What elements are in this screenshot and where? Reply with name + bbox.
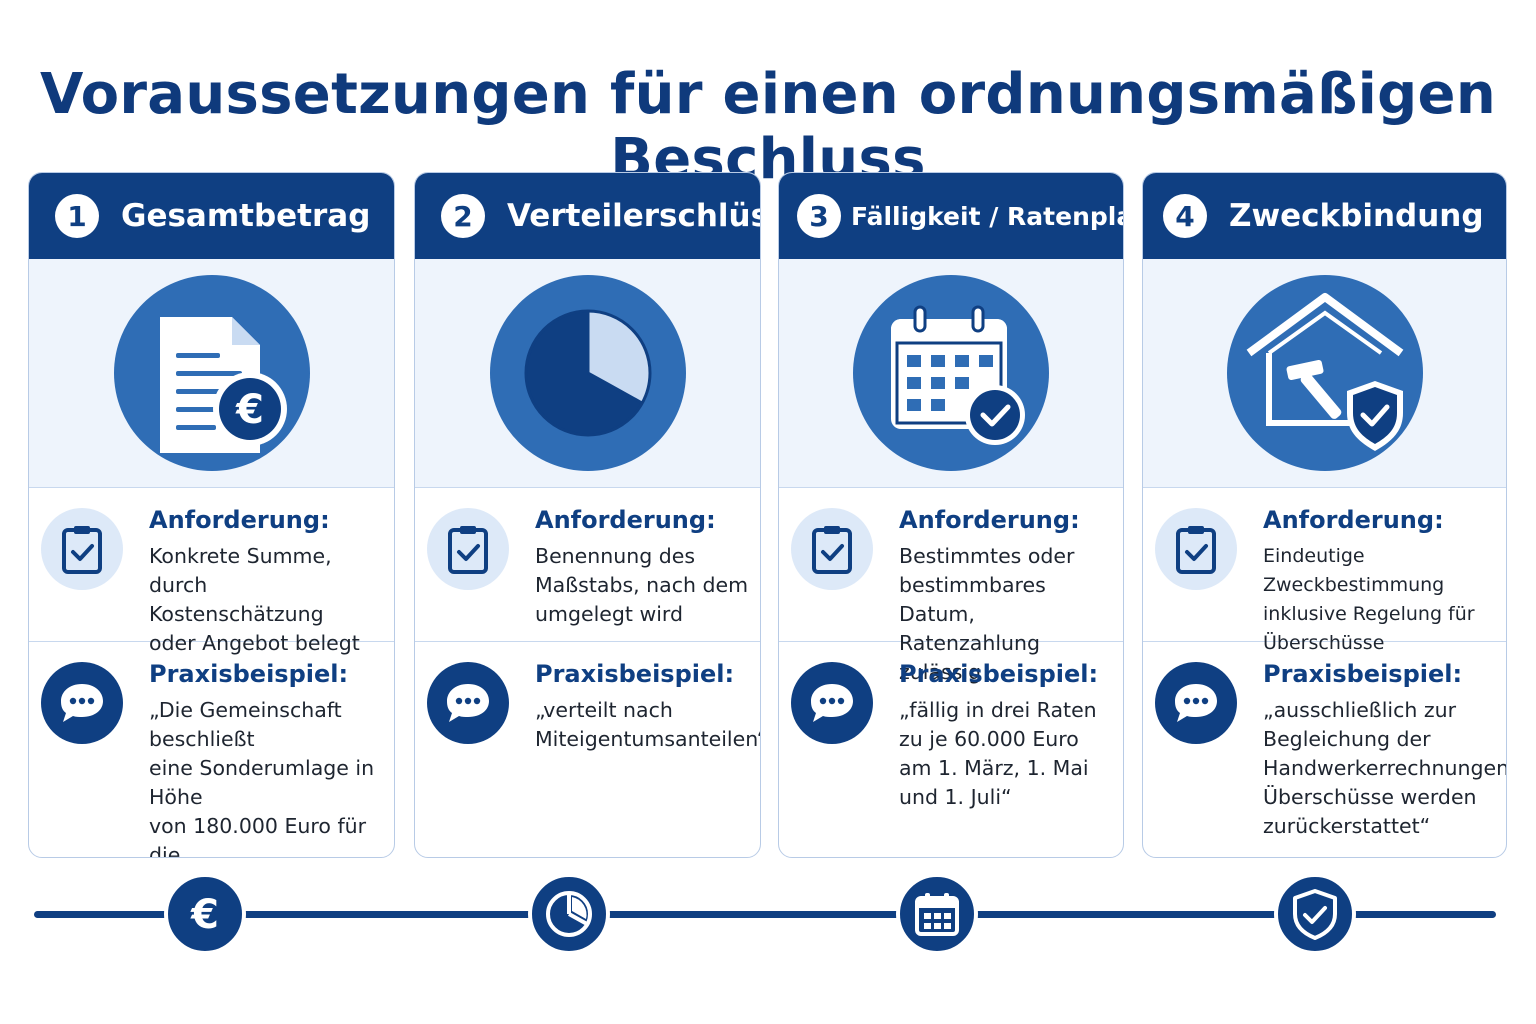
requirement-label: Anforderung: bbox=[1263, 506, 1444, 534]
example-text: „Die Gemeinschaft beschließt eine Sonder… bbox=[149, 698, 375, 858]
card-title: Verteilerschlüssel bbox=[507, 198, 760, 234]
clipboard-check-icon bbox=[427, 508, 509, 590]
card-gesamtbetrag: 1 Gesamtbetrag € Anforderung: Konkrete S… bbox=[28, 172, 395, 858]
requirement-label: Anforderung: bbox=[149, 506, 330, 534]
card-faelligkeit: 3 Fälligkeit / Ratenplan bbox=[778, 172, 1124, 858]
example-section: Praxisbeispiel: „Die Gemeinschaft beschl… bbox=[29, 642, 394, 858]
example-label: Praxisbeispiel: bbox=[1263, 660, 1463, 688]
card-title: Fälligkeit / Ratenplan bbox=[851, 201, 1124, 231]
euro-icon: € bbox=[164, 873, 246, 955]
calendar-icon bbox=[896, 873, 978, 955]
shield-check-icon bbox=[1274, 873, 1356, 955]
document-euro-icon: € bbox=[113, 275, 310, 471]
requirement-section: Anforderung: Eindeutige Zweckbestimmung … bbox=[1143, 488, 1506, 654]
example-section: Praxisbeispiel: „verteilt nach Miteigent… bbox=[415, 642, 761, 857]
example-label: Praxisbeispiel: bbox=[149, 660, 349, 688]
card-title: Zweckbindung bbox=[1229, 198, 1484, 234]
example-section: Praxisbeispiel: „fällig in drei Raten zu… bbox=[779, 642, 1123, 857]
example-text: „ausschließlich zur Begleichung der Hand… bbox=[1263, 698, 1507, 838]
step-number: 2 bbox=[441, 194, 485, 238]
requirement-section: Anforderung: Konkrete Summe, durch Koste… bbox=[29, 488, 394, 655]
card-header: 2 Verteilerschlüssel bbox=[415, 173, 760, 259]
requirement-label: Anforderung: bbox=[535, 506, 716, 534]
example-label: Praxisbeispiel: bbox=[899, 660, 1099, 688]
requirement-text: Benennung des Maßstabs, nach dem umgeleg… bbox=[535, 544, 749, 626]
requirement-section: Anforderung: Bestimmtes oder bestimmbare… bbox=[779, 488, 1123, 684]
calendar-check-icon bbox=[853, 275, 1049, 471]
pie-chart-icon bbox=[489, 275, 686, 471]
example-text: „fällig in drei Raten zu je 60.000 Euro … bbox=[899, 698, 1097, 809]
svg-text:€: € bbox=[190, 892, 219, 938]
clipboard-check-icon bbox=[791, 508, 873, 590]
card-illustration: € bbox=[29, 259, 394, 488]
card-illustration bbox=[1143, 259, 1506, 488]
example-section: Praxisbeispiel: „ausschließlich zur Begl… bbox=[1143, 642, 1507, 857]
card-header: 4 Zweckbindung bbox=[1143, 173, 1506, 259]
speech-bubble-icon bbox=[791, 662, 873, 744]
requirement-label: Anforderung: bbox=[899, 506, 1080, 534]
step-number: 3 bbox=[797, 194, 841, 238]
card-title: Gesamtbetrag bbox=[121, 198, 371, 234]
page-title: Voraussetzungen für einen ordnungsmäßige… bbox=[40, 62, 1496, 192]
requirement-text: Konkrete Summe, durch Kostenschätzung od… bbox=[149, 544, 360, 655]
pie-chart-icon bbox=[528, 873, 610, 955]
speech-bubble-icon bbox=[427, 662, 509, 744]
example-text: „verteilt nach Miteigentumsanteilen“ bbox=[535, 698, 761, 751]
card-illustration bbox=[779, 259, 1123, 488]
clipboard-check-icon bbox=[41, 508, 123, 590]
card-header: 3 Fälligkeit / Ratenplan bbox=[779, 173, 1123, 259]
example-label: Praxisbeispiel: bbox=[535, 660, 735, 688]
timeline-line bbox=[34, 911, 1496, 918]
house-shield-icon bbox=[1226, 275, 1423, 471]
card-zweckbindung: 4 Zweckbindung Anforderung: Eindeutige Z… bbox=[1142, 172, 1507, 858]
step-number: 1 bbox=[55, 194, 99, 238]
clipboard-check-icon bbox=[1155, 508, 1237, 590]
card-verteilerschluessel: 2 Verteilerschlüssel Anforderung: Benenn… bbox=[414, 172, 761, 858]
requirement-text: Eindeutige Zweckbestimmung inklusive Reg… bbox=[1263, 545, 1475, 654]
card-header: 1 Gesamtbetrag bbox=[29, 173, 394, 259]
svg-text:€: € bbox=[235, 387, 264, 433]
card-illustration bbox=[415, 259, 760, 488]
step-number: 4 bbox=[1163, 194, 1207, 238]
requirement-text: Bestimmtes oder bestimmbares Datum, Rate… bbox=[899, 544, 1075, 684]
speech-bubble-icon bbox=[1155, 662, 1237, 744]
requirement-section: Anforderung: Benennung des Maßstabs, nac… bbox=[415, 488, 760, 642]
speech-bubble-icon bbox=[41, 662, 123, 744]
